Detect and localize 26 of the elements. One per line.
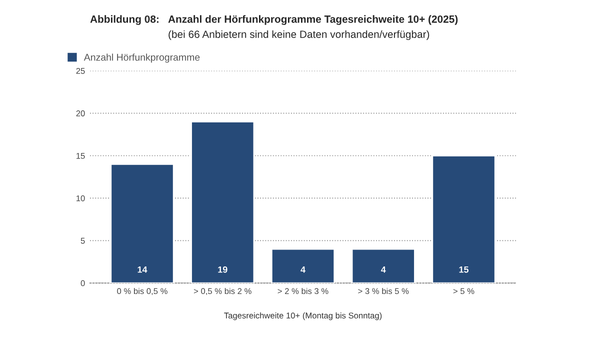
y-tick-label: 0 <box>80 280 85 286</box>
text: Abbildung 08: <box>90 15 158 25</box>
y-tick-label: 5 <box>80 238 85 244</box>
chart-title: Anzahl der Hörfunkprogramme Tagesreichweite 10+ (2025) <box>168 15 458 25</box>
y-tick-label: 15 <box>76 152 85 159</box>
data-label: 19 <box>218 266 228 273</box>
y-tick-label: 25 <box>76 68 85 74</box>
bar <box>270 248 336 284</box>
data-label: 4 <box>300 266 306 273</box>
data-label: 4 <box>381 266 386 273</box>
x-tick-label: > 2 % bis 3 % <box>278 288 328 294</box>
bar <box>190 121 255 284</box>
data-label: 14 <box>138 266 148 273</box>
legend-label: Anzahl Hörfunkprogramme <box>84 54 200 63</box>
bar <box>351 248 416 284</box>
x-axis-title: Tagesreichweite 10+ (Montag bis Sonntag) <box>224 312 382 320</box>
y-tick-label: 10 <box>76 195 85 202</box>
data-label: 15 <box>459 266 469 273</box>
x-tick-label: 0 % bis 0,5 % <box>117 288 168 296</box>
chart-subtitle: (bei 66 Anbietern sind keine Daten vorhanden/verfügbar) <box>168 30 430 40</box>
x-tick-label: > 3 % bis 5 % <box>358 288 409 294</box>
x-tick-label: > 0,5 % bis 2 % <box>194 288 252 296</box>
bar <box>110 163 174 284</box>
bar <box>432 155 496 284</box>
y-tick-label: 20 <box>76 110 85 116</box>
x-tick-label: > 5 % <box>453 288 474 294</box>
